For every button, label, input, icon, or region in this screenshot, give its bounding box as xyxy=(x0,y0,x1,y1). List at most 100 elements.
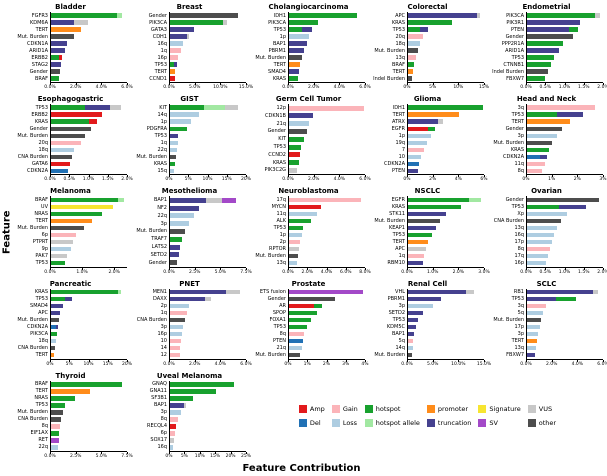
feature-row: Mut. Burden xyxy=(14,316,127,324)
feature-label: 5q xyxy=(517,310,524,317)
axis-tick-label: 20% xyxy=(225,453,236,459)
feature-row: ETS fusion xyxy=(252,288,365,296)
bar-segment-vus xyxy=(225,105,239,110)
bar-track xyxy=(288,135,365,144)
bar-track xyxy=(288,245,365,253)
bar-segment-hotspot xyxy=(408,27,420,32)
feature-row: UV xyxy=(14,203,127,211)
bar-track xyxy=(288,259,365,267)
feature-bar xyxy=(289,62,365,67)
feature-bar xyxy=(408,260,484,266)
bar-segment-vus xyxy=(476,13,480,18)
bar-segment-hotspot xyxy=(51,119,89,124)
feature-bar xyxy=(527,331,603,337)
feature-row: 19q xyxy=(371,139,484,147)
feature-row: MYCN xyxy=(252,203,365,211)
bar-segment-loss xyxy=(527,324,540,330)
x-axis: 0.0% 2.0% 4.0% 6.0% xyxy=(252,174,371,184)
bar-track xyxy=(50,415,127,423)
bar-track xyxy=(50,408,127,416)
feature-bar xyxy=(408,204,484,210)
bar-segment-hotspot xyxy=(527,204,560,210)
feature-label: CNA Burden xyxy=(136,317,167,324)
bar-track xyxy=(288,143,365,151)
axis-tick-label: 2% xyxy=(573,177,581,183)
bar-segment-promoter xyxy=(408,112,459,117)
bar-track xyxy=(407,146,484,154)
feature-bar xyxy=(289,13,365,18)
feature-label: KRAS xyxy=(391,19,405,26)
bar-track xyxy=(288,104,365,112)
axis-tick xyxy=(50,267,51,270)
legend-item-hotspot-allele: hotspot allele xyxy=(364,417,420,430)
bar-segment-hotspot xyxy=(51,296,65,302)
axis-tick xyxy=(407,83,408,86)
feature-row: APC xyxy=(14,309,127,317)
bar-segment-amp xyxy=(170,424,176,429)
feature-label: 13q xyxy=(395,54,405,61)
axis-tick xyxy=(246,267,247,270)
feature-row: 13q xyxy=(490,224,603,232)
feature-label: RPTOR xyxy=(269,246,286,252)
bar-track xyxy=(526,139,603,147)
feature-bar xyxy=(527,133,603,138)
bar-track xyxy=(526,295,603,303)
feature-label: TERT xyxy=(35,388,48,395)
axis-tick xyxy=(577,359,579,362)
axis-tick-label: 2% xyxy=(429,177,437,183)
panel-cholangiocarcinoma: Cholangiocarcinoma IDH1 PIK3CA TP53 1p BAP1 PB… xyxy=(252,3,370,92)
feature-bar xyxy=(51,168,127,174)
axis-tick-label: 1.5% xyxy=(578,85,590,91)
bar-track xyxy=(169,443,246,451)
feature-label: TP53 xyxy=(511,296,524,303)
bar-track xyxy=(169,139,246,147)
bar-segment-hotspot xyxy=(170,126,188,131)
plot-area: 3q TP53 TERT Gender 3p Mut. Burden KRAS CDKN2A 1… xyxy=(490,104,603,175)
feature-row: KRAS xyxy=(14,288,127,296)
feature-row: 16p xyxy=(133,54,246,62)
feature-label: Gender xyxy=(148,259,167,266)
bar-segment-promoter xyxy=(51,218,93,224)
bar-segment-amp xyxy=(289,204,322,210)
feature-bar xyxy=(170,126,246,131)
panel-title: PNET xyxy=(179,279,200,288)
feature-row: 17p xyxy=(490,323,603,331)
axis-tick xyxy=(246,175,247,178)
axis-tick-label: 15% xyxy=(478,85,490,91)
axis-tick xyxy=(75,451,77,454)
feature-row: 3p xyxy=(371,302,484,310)
bar-segment-vus xyxy=(170,438,174,443)
axis-tick-label: 1.5% xyxy=(578,269,590,275)
feature-bar xyxy=(51,13,127,18)
bar-track xyxy=(50,104,127,112)
bar-segment-hotspot xyxy=(170,382,234,387)
feature-bar xyxy=(289,144,365,150)
feature-bar xyxy=(51,410,127,415)
feature-row: Mut. Burden xyxy=(14,408,127,416)
axis-tick xyxy=(432,267,434,270)
bar-segment-truncation xyxy=(51,20,74,25)
feature-bar xyxy=(170,228,246,234)
feature-label: TP53 xyxy=(273,144,286,151)
bar-segment-truncation xyxy=(51,41,68,46)
legend-item-other: other xyxy=(527,417,556,430)
feature-row: TP53 xyxy=(14,401,127,409)
axis-tick-label: 3% xyxy=(342,361,350,367)
feature-label: PPP2R1A xyxy=(501,40,524,47)
legend-swatch-hotspot xyxy=(364,405,373,414)
bar-segment-loss xyxy=(170,303,189,309)
feature-row: TP53 xyxy=(133,61,246,69)
feature-row: 1q xyxy=(133,309,246,317)
panel-glioma: Glioma IDH1 TERT ATRX EGFR 1p 19q 7 10 CDKN2A PTEN… xyxy=(371,95,488,184)
axis-tick-label: 4.0% xyxy=(95,85,108,91)
feature-row: PDGFRA xyxy=(133,125,246,133)
legend-swatch-hotspot-allele xyxy=(364,419,373,428)
panel-prostate: Prostate ETS fusion Gender AR SPOP FOXA1 TP53 8… xyxy=(252,280,368,369)
x-axis-spacer xyxy=(252,359,288,369)
bar-segment-loss xyxy=(527,239,553,245)
x-axis-line: 0.0% 2.0% 4.0% 6.0% xyxy=(520,358,607,369)
legend-swatch-signature xyxy=(478,405,487,414)
feature-row: 14q xyxy=(371,344,484,352)
feature-bar xyxy=(408,225,484,231)
bar-segment-loss xyxy=(527,260,546,266)
